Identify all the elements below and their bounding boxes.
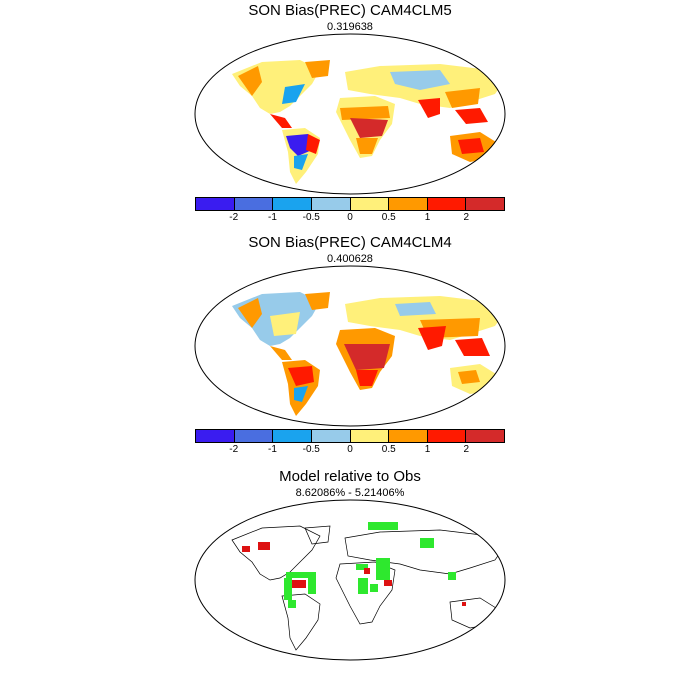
colorbar-swatch bbox=[350, 430, 390, 442]
colorbar-swatch bbox=[234, 430, 274, 442]
cell-red bbox=[384, 580, 392, 586]
cell-green bbox=[284, 578, 292, 600]
outline-south-america bbox=[281, 593, 321, 651]
india-red bbox=[418, 326, 446, 350]
outline-eurasia bbox=[344, 529, 505, 575]
map-panel1 bbox=[194, 33, 506, 195]
asia-lightblue bbox=[390, 70, 450, 90]
colorbar-swatch bbox=[196, 198, 235, 210]
colorbar-swatch bbox=[350, 198, 390, 210]
cell-green bbox=[286, 572, 316, 578]
central-america bbox=[270, 346, 292, 360]
australia-red bbox=[458, 138, 484, 154]
sa-dry-core bbox=[286, 134, 312, 156]
cell-red bbox=[462, 602, 466, 606]
continent-north-america bbox=[232, 60, 320, 114]
colorbar-swatch bbox=[273, 198, 312, 210]
colorbar-swatch bbox=[311, 198, 351, 210]
map-border bbox=[194, 499, 506, 661]
colorbar-panel1 bbox=[195, 197, 505, 211]
colorbar-tick-label: 0 bbox=[347, 444, 353, 455]
outline-australia bbox=[449, 597, 497, 629]
se-asia-red bbox=[455, 338, 490, 356]
colorbar-tick-label: 2 bbox=[463, 444, 470, 455]
cell-red bbox=[292, 580, 306, 588]
colorbar-tick-label: -2 bbox=[229, 212, 239, 223]
colorbar-tick-label: 1 bbox=[424, 212, 431, 223]
cell-green bbox=[420, 538, 434, 548]
cell-red bbox=[258, 542, 270, 550]
colorbar-panel2 bbox=[195, 429, 505, 443]
colorbar-swatch bbox=[196, 430, 235, 442]
se-asia-red bbox=[455, 108, 488, 124]
panel2-subtitle: 0.400628 bbox=[327, 253, 373, 265]
africa-red-core bbox=[350, 118, 388, 138]
cell-green bbox=[288, 600, 296, 608]
asia-orange bbox=[445, 88, 480, 108]
india-red bbox=[418, 98, 440, 118]
sa-wet-core bbox=[288, 366, 314, 386]
colorbar-tick-label: 0 bbox=[347, 212, 353, 223]
panel3-title: Model relative to Obs bbox=[279, 468, 421, 485]
colorbar-tick-label: -1 bbox=[268, 212, 277, 223]
colorbar-tick-label: 1 bbox=[424, 444, 431, 455]
colorbar-tick-label: -0.5 bbox=[302, 212, 320, 223]
cell-green bbox=[370, 584, 378, 592]
colorbar-swatch bbox=[427, 430, 467, 442]
colorbar-swatch bbox=[466, 198, 504, 210]
cell-green bbox=[358, 578, 368, 594]
colorbar-swatch bbox=[234, 198, 274, 210]
central-america bbox=[270, 114, 292, 128]
colorbar-swatch bbox=[389, 198, 428, 210]
cell-green bbox=[376, 558, 390, 580]
sa-mid bbox=[294, 154, 308, 170]
colorbar-swatch bbox=[389, 430, 428, 442]
sa-wet-east bbox=[306, 134, 320, 154]
asia-lightblue bbox=[395, 302, 436, 316]
colorbar-swatch bbox=[427, 198, 467, 210]
colorbar-tick-label: -2 bbox=[229, 444, 239, 455]
map-border bbox=[194, 265, 506, 427]
cell-red bbox=[242, 546, 250, 552]
colorbar-labels-panel2: -2 -1 -0.5 0 0.5 1 2 bbox=[195, 444, 505, 458]
colorbar-tick-label: -0.5 bbox=[302, 444, 320, 455]
panel1-title: SON Bias(PREC) CAM4CLM5 bbox=[248, 2, 452, 19]
colorbar-tick-label: -1 bbox=[268, 444, 277, 455]
colorbar-tick-label: 0.5 bbox=[381, 212, 396, 223]
cell-green bbox=[356, 564, 368, 570]
map-panel3 bbox=[194, 499, 506, 661]
greenland bbox=[305, 60, 330, 78]
na-bias-east bbox=[282, 84, 305, 104]
africa-red-core bbox=[344, 344, 390, 370]
colorbar-tick-label: 0.5 bbox=[381, 444, 396, 455]
cell-green bbox=[308, 578, 316, 594]
australia-orange bbox=[458, 370, 480, 384]
cell-red bbox=[364, 568, 370, 574]
na-bias-east bbox=[270, 312, 300, 336]
panel1-subtitle: 0.319638 bbox=[327, 21, 373, 33]
africa-orange-band bbox=[340, 106, 390, 120]
sa-mid bbox=[294, 386, 308, 402]
panel2-title: SON Bias(PREC) CAM4CLM4 bbox=[248, 234, 452, 251]
africa-south bbox=[356, 138, 378, 154]
map-panel2 bbox=[194, 265, 506, 427]
significance-cells bbox=[242, 522, 466, 608]
colorbar-labels-panel1: -2 -1 -0.5 0 0.5 1 2 bbox=[195, 212, 505, 226]
colorbar-swatch bbox=[311, 430, 351, 442]
colorbar-swatch bbox=[273, 430, 312, 442]
na-bias-west bbox=[238, 66, 262, 96]
map-border bbox=[194, 33, 506, 195]
africa-south bbox=[356, 370, 378, 386]
outline-north-america bbox=[231, 525, 321, 581]
outline-greenland bbox=[304, 525, 331, 545]
cell-green bbox=[368, 522, 398, 530]
greenland bbox=[305, 292, 330, 310]
na-bias-west bbox=[238, 298, 262, 328]
colorbar-tick-label: 2 bbox=[463, 212, 470, 223]
colorbar-swatch bbox=[466, 430, 504, 442]
cell-green bbox=[448, 572, 456, 580]
panel3-subtitle: 8.62086% - 5.21406% bbox=[295, 487, 405, 499]
